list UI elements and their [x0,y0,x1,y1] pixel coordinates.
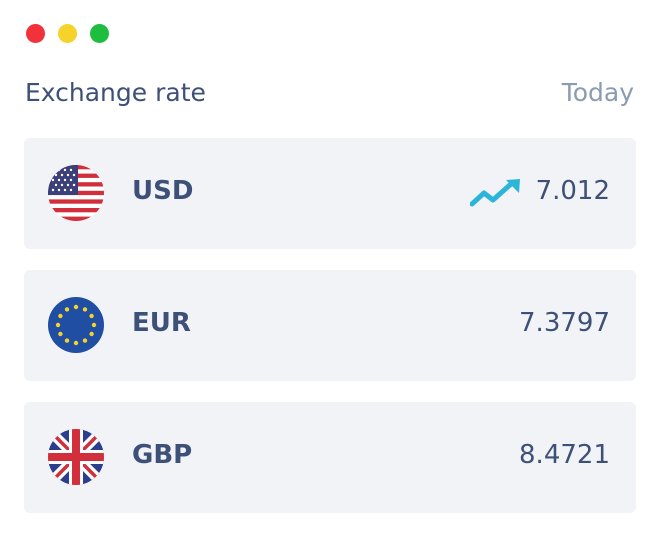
flag-gbp [48,429,104,485]
rate-value: 7.012 [535,176,610,206]
window-controls [26,24,109,43]
rate-card[interactable]: EUR 7.3797 [24,270,636,381]
flag-usd [48,165,104,221]
trend-icon [470,179,520,207]
period[interactable]: Today [561,78,634,107]
flag-eur [48,297,104,353]
maximize-button[interactable] [90,24,109,43]
close-button[interactable] [26,24,45,43]
rate-card[interactable]: USD 7.012 [24,138,636,249]
rate-card[interactable]: GBP 8.4721 [24,402,636,513]
title: Exchange rate [25,78,206,107]
currency-code: GBP [132,440,193,470]
rate-value: 7.3797 [519,308,610,338]
currency-code: EUR [132,308,191,338]
rate-value: 8.4721 [519,440,610,470]
minimize-button[interactable] [58,24,77,43]
currency-code: USD [132,176,194,206]
